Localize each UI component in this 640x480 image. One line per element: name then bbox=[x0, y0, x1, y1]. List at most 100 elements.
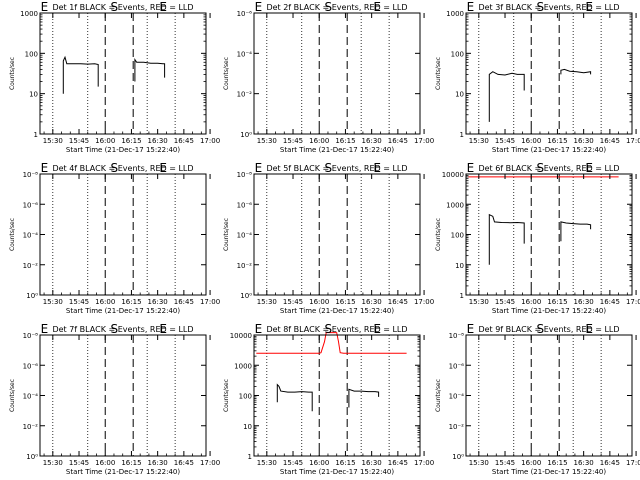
y-tick-label: 1 bbox=[248, 453, 252, 461]
x-axis-label: Start Time (21-Dec-17 15:22:40) bbox=[66, 468, 180, 476]
y-tick-label: 10⁰ bbox=[26, 453, 38, 461]
x-tick-label: 15:30 bbox=[469, 137, 489, 145]
y-tick-label: 10⁻⁸ bbox=[449, 332, 465, 340]
x-tick-label: 16:15 bbox=[335, 298, 355, 306]
x-tick-label: 16:15 bbox=[335, 137, 355, 145]
x-tick-label: 16:00 bbox=[521, 459, 541, 467]
y-tick-label: 1000 bbox=[446, 201, 464, 209]
panel-title: Det 9f BLACK = Events, RED = LLD bbox=[478, 325, 619, 334]
x-tick-label: 16:00 bbox=[95, 137, 115, 145]
y-tick-label: 10000 bbox=[442, 171, 464, 179]
x-axis-label: Start Time (21-Dec-17 15:22:40) bbox=[66, 146, 180, 154]
event-marker-label: E bbox=[159, 161, 167, 175]
panel-title: Det 8f BLACK = Events, RED = LLD bbox=[266, 325, 407, 334]
y-tick-label: 1 bbox=[460, 292, 464, 300]
plot-frame bbox=[465, 334, 633, 457]
events-series-line bbox=[348, 388, 380, 408]
x-tick-label: 16:30 bbox=[148, 459, 168, 467]
x-tick-label: 16:30 bbox=[362, 137, 382, 145]
y-tick-label: 10⁻⁶ bbox=[23, 362, 39, 370]
event-marker-label: E bbox=[255, 0, 263, 14]
y-tick-label: 100 bbox=[239, 393, 252, 401]
x-tick-label: 15:45 bbox=[495, 137, 515, 145]
x-tick-label: 16:45 bbox=[388, 459, 408, 467]
y-tick-label: 1000 bbox=[234, 362, 252, 370]
y-tick-label: 1000 bbox=[446, 10, 464, 18]
y-tick-label: 10⁰ bbox=[240, 292, 252, 300]
event-marker-label: E bbox=[159, 322, 167, 336]
events-series-line bbox=[560, 68, 592, 75]
x-axis-label: Start Time (21-Dec-17 15:22:40) bbox=[280, 468, 394, 476]
x-axis-label: Start Time (21-Dec-17 15:22:40) bbox=[66, 307, 180, 315]
x-axis-label: Start Time (21-Dec-17 15:22:40) bbox=[492, 307, 606, 315]
y-axis-label: Counts/sec bbox=[9, 57, 16, 90]
y-tick-label: 10⁻⁸ bbox=[237, 171, 253, 179]
x-tick-label: 15:45 bbox=[69, 298, 89, 306]
x-tick-label: 16:00 bbox=[309, 137, 329, 145]
y-axis-label: Counts/sec bbox=[223, 218, 230, 251]
x-tick-label: 16:00 bbox=[521, 298, 541, 306]
y-tick-label: 10⁻⁴ bbox=[449, 393, 465, 401]
x-tick-label: 16:15 bbox=[547, 137, 567, 145]
panel-title: Det 1f BLACK = Events, RED = LLD bbox=[52, 3, 193, 12]
x-tick-label: 15:30 bbox=[257, 459, 277, 467]
y-axis-label: Counts/sec bbox=[435, 57, 442, 90]
x-tick-label: 16:30 bbox=[362, 459, 382, 467]
y-tick-label: 10⁻⁶ bbox=[449, 362, 465, 370]
x-tick-label: 15:45 bbox=[495, 459, 515, 467]
x-tick-label: 17:00 bbox=[200, 298, 220, 306]
x-tick-label: 17:00 bbox=[200, 137, 220, 145]
panel-title: Det 7f BLACK = Events, RED = LLD bbox=[52, 325, 193, 334]
y-tick-label: 1000 bbox=[20, 10, 38, 18]
y-tick-label: 10⁻² bbox=[23, 423, 39, 431]
x-tick-label: 16:00 bbox=[95, 459, 115, 467]
event-marker-label: S bbox=[324, 0, 332, 14]
x-tick-label: 16:45 bbox=[388, 298, 408, 306]
y-tick-label: 10 bbox=[455, 91, 464, 99]
events-series-line bbox=[276, 383, 313, 412]
event-marker-label: E bbox=[585, 161, 593, 175]
x-tick-label: 16:45 bbox=[174, 137, 194, 145]
y-tick-label: 10⁻² bbox=[237, 91, 253, 99]
x-axis-label: Start Time (21-Dec-17 15:22:40) bbox=[492, 146, 606, 154]
event-marker-label: S bbox=[536, 322, 544, 336]
x-tick-label: 15:45 bbox=[495, 298, 515, 306]
y-tick-label: 10⁻² bbox=[23, 262, 39, 270]
x-tick-label: 16:45 bbox=[388, 137, 408, 145]
panel-title: Det 3f BLACK = Events, RED = LLD bbox=[478, 3, 619, 12]
y-tick-label: 10⁻⁴ bbox=[237, 232, 253, 240]
x-tick-label: 16:30 bbox=[362, 298, 382, 306]
x-tick-label: 15:30 bbox=[257, 298, 277, 306]
y-tick-label: 1 bbox=[460, 131, 464, 139]
x-axis-label: Start Time (21-Dec-17 15:22:40) bbox=[280, 307, 394, 315]
event-marker-label: E bbox=[255, 161, 263, 175]
x-tick-label: 16:15 bbox=[547, 459, 567, 467]
event-marker-label: S bbox=[324, 161, 332, 175]
x-tick-label: 15:45 bbox=[69, 137, 89, 145]
event-marker-label: E bbox=[41, 0, 49, 14]
y-tick-label: 10 bbox=[243, 423, 252, 431]
x-tick-label: 16:45 bbox=[600, 137, 620, 145]
y-tick-label: 10 bbox=[29, 91, 38, 99]
x-tick-label: 16:30 bbox=[574, 459, 594, 467]
x-tick-label: 16:30 bbox=[148, 137, 168, 145]
y-tick-label: 1 bbox=[34, 131, 38, 139]
x-tick-label: 16:15 bbox=[547, 298, 567, 306]
x-tick-label: 16:00 bbox=[521, 137, 541, 145]
plot-frame bbox=[465, 173, 633, 296]
x-tick-label: 16:30 bbox=[574, 298, 594, 306]
y-tick-label: 10⁻² bbox=[237, 262, 253, 270]
events-series-line bbox=[488, 213, 525, 265]
x-tick-label: 17:00 bbox=[414, 137, 434, 145]
y-tick-label: 10⁻⁸ bbox=[23, 171, 39, 179]
event-marker-label: E bbox=[255, 322, 263, 336]
event-marker-label: S bbox=[536, 161, 544, 175]
y-axis-label: Counts/sec bbox=[223, 57, 230, 90]
